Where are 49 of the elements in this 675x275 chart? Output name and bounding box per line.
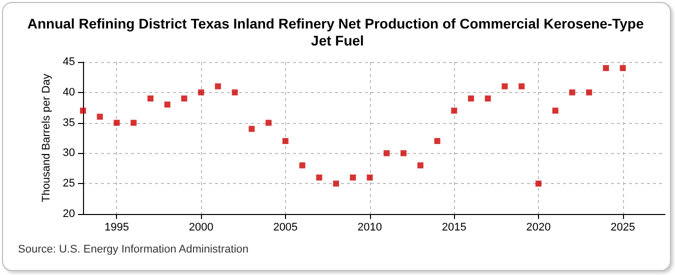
- y-tick-label: 25: [62, 178, 75, 190]
- x-tick-label: 2005: [273, 222, 298, 234]
- point: [80, 108, 86, 114]
- x-tick-label: 2010: [358, 222, 382, 234]
- point: [333, 180, 340, 187]
- point: [602, 65, 609, 72]
- point: [484, 95, 491, 102]
- point: [214, 83, 221, 90]
- point: [518, 83, 525, 90]
- point: [552, 108, 558, 114]
- point: [147, 95, 154, 102]
- point: [299, 162, 306, 168]
- y-tick-label: 45: [62, 56, 75, 68]
- point: [316, 174, 322, 181]
- point: [350, 174, 356, 181]
- y-tick-label: 35: [62, 116, 75, 129]
- point: [114, 120, 120, 126]
- y-tick-label: 30: [62, 147, 75, 160]
- point: [400, 150, 407, 156]
- point: [198, 89, 204, 96]
- chart-title: Annual Refining District Texas Inland Refinery Net Production of Commercial Kerosene-Type Jet Fuel: [27, 16, 648, 48]
- point: [181, 95, 188, 102]
- x-tick-label: 1995: [104, 222, 129, 234]
- point: [248, 126, 255, 132]
- point: [232, 89, 238, 96]
- point: [468, 95, 474, 102]
- point: [620, 65, 626, 72]
- y-axis-title: Thousand Barrels per Day: [40, 73, 52, 202]
- source-note: Source: U.S. Energy Information Administration: [18, 244, 248, 256]
- point: [96, 114, 103, 120]
- point: [434, 138, 440, 144]
- x-tick-label: 2000: [188, 222, 214, 234]
- point: [569, 89, 576, 96]
- point: [502, 83, 508, 90]
- point: [130, 120, 137, 126]
- point: [586, 89, 592, 96]
- x-tick-label: 2015: [442, 222, 466, 234]
- point: [282, 138, 288, 144]
- point: [451, 108, 458, 114]
- point: [266, 120, 272, 126]
- y-tick-label: 40: [62, 86, 75, 98]
- y-tick-label: 20: [62, 208, 75, 220]
- x-tick-label: 2020: [526, 222, 551, 234]
- point: [417, 162, 424, 168]
- point: [366, 174, 373, 181]
- point: [164, 102, 170, 108]
- x-tick-label: 2025: [610, 222, 636, 234]
- point: [535, 180, 542, 187]
- point: [384, 150, 390, 156]
